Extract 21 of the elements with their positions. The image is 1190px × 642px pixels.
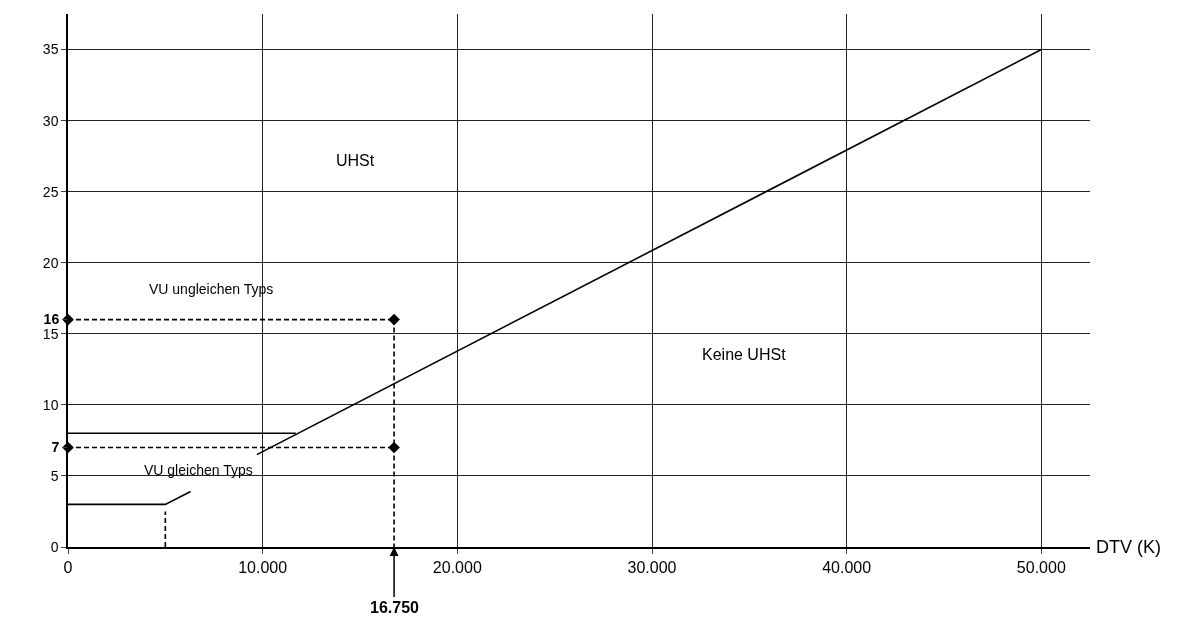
- annotation: VU gleichen Typs: [144, 462, 253, 478]
- y-tick-label: 15: [42, 325, 59, 342]
- x-tick-label: 20.000: [432, 558, 482, 576]
- y-tick-label: 10: [42, 396, 59, 413]
- y-tick-label: 30: [42, 112, 59, 129]
- y-tick-label: 35: [42, 41, 59, 58]
- x-tick-label: 10.000: [238, 558, 288, 576]
- x-tick-label: 40.000: [822, 558, 872, 576]
- x-tick-label: 0: [63, 558, 73, 576]
- y-tick-label: 0: [50, 538, 59, 555]
- y-tick-label: 16: [43, 311, 60, 328]
- y-tick-label: 20: [42, 254, 59, 271]
- annotation: 16.750: [370, 599, 420, 616]
- x-tick-label: 30.000: [627, 558, 677, 576]
- x-axis-title: DTV (K): [1096, 537, 1161, 557]
- x-tick-label: 50.000: [1016, 558, 1066, 576]
- annotation: UHSt: [336, 152, 375, 169]
- y-tick-label: 25: [42, 183, 59, 200]
- annotation: Keine UHSt: [702, 346, 787, 363]
- y-tick-label: 5: [50, 467, 59, 484]
- y-tick-label: 7: [51, 439, 60, 456]
